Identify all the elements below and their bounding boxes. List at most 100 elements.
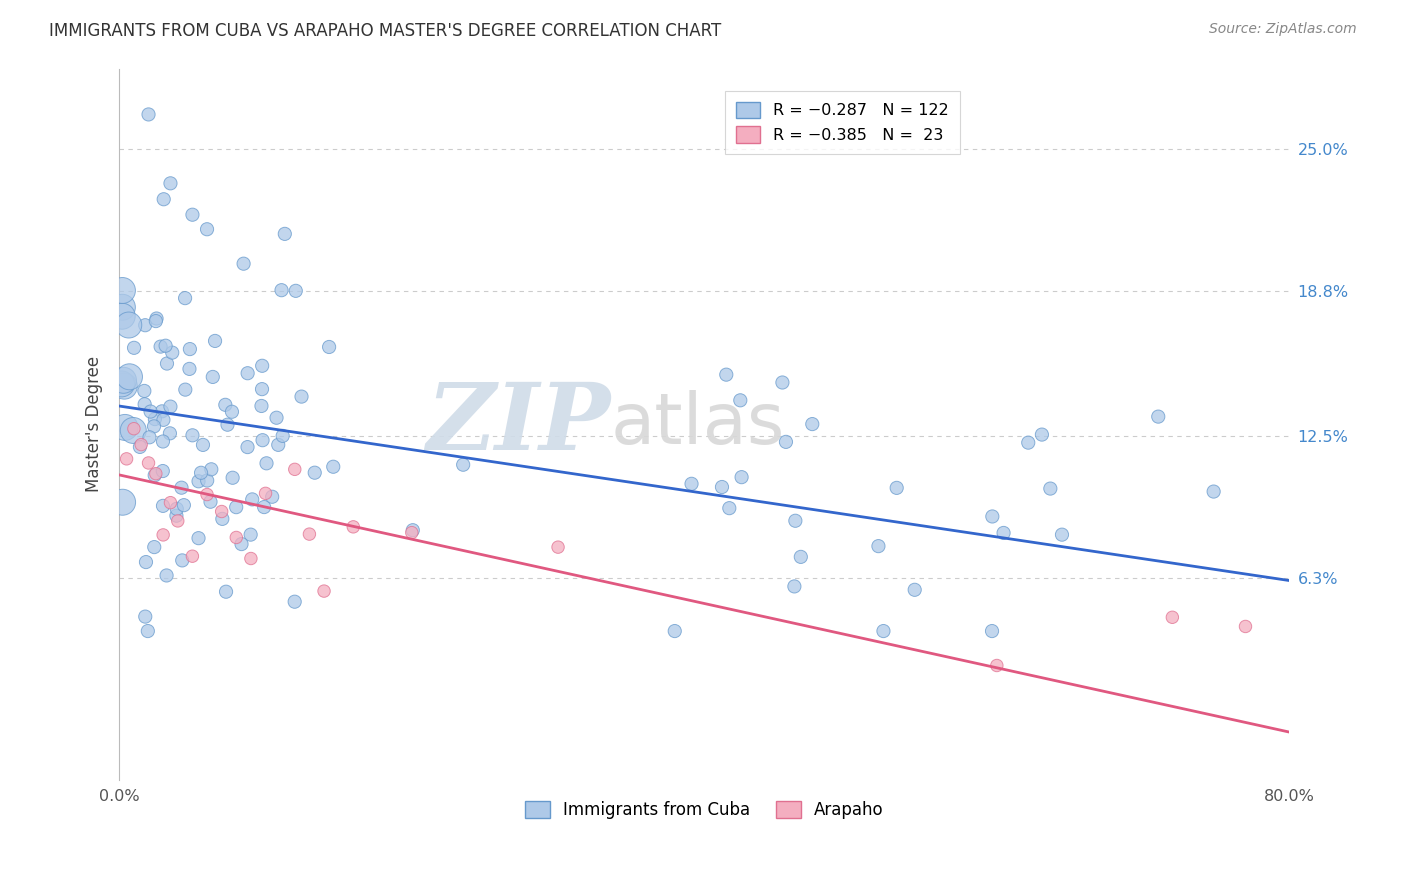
Point [401,525,423,540]
Point [250,359,273,373]
Point [114,420,136,434]
Point [159,496,181,510]
Point [155,339,177,353]
Point [187,531,209,545]
Point [118,369,141,384]
Point [122,424,145,438]
Point [143,412,166,426]
Point [145,311,167,326]
Point [730,470,752,484]
Text: ZIP: ZIP [426,379,610,469]
Point [201,370,224,384]
Point [122,341,145,355]
Point [170,481,193,495]
Point [134,384,156,398]
Point [298,527,321,541]
Point [111,495,134,509]
Point [181,428,204,442]
Point [267,438,290,452]
Point [190,466,212,480]
Point [134,609,156,624]
Point [174,291,197,305]
Point [215,584,238,599]
Point [152,464,174,478]
Point [138,107,160,121]
Point [122,422,145,436]
Point [981,509,1004,524]
Point [179,362,201,376]
Text: atlas: atlas [610,390,785,458]
Point [239,551,262,566]
Point [664,624,686,638]
Point [904,582,927,597]
Point [239,527,262,541]
Point [785,514,807,528]
Point [135,555,157,569]
Point [152,499,174,513]
Point [271,429,294,443]
Text: IMMIGRANTS FROM CUBA VS ARAPAHO MASTER'S DEGREE CORRELATION CHART: IMMIGRANTS FROM CUBA VS ARAPAHO MASTER'S… [49,22,721,40]
Point [152,528,174,542]
Point [214,398,236,412]
Point [1202,484,1225,499]
Point [143,468,166,483]
Point [986,658,1008,673]
Point [115,451,138,466]
Point [152,192,174,206]
Point [181,549,204,564]
Point [179,342,201,356]
Point [312,584,335,599]
Point [112,373,135,387]
Point [1050,527,1073,541]
Point [322,459,344,474]
Point [253,500,276,514]
Point [290,390,312,404]
Point [342,520,364,534]
Point [710,480,733,494]
Point [200,462,222,476]
Point [112,379,135,393]
Point [1161,610,1184,624]
Point [266,410,288,425]
Point [200,494,222,508]
Point [730,393,752,408]
Point [236,440,259,454]
Point [274,227,297,241]
Point [138,430,160,444]
Point [111,300,134,314]
Point [159,177,181,191]
Point [783,579,806,593]
Point [236,366,259,380]
Point [110,376,132,391]
Point [166,514,188,528]
Point [1234,619,1257,633]
Point [231,537,253,551]
Point [221,405,243,419]
Point [134,397,156,411]
Point [225,500,247,515]
Point [173,498,195,512]
Y-axis label: Master's Degree: Master's Degree [86,356,103,492]
Point [790,549,813,564]
Point [143,419,166,434]
Point [284,284,307,298]
Point [211,504,233,518]
Point [174,383,197,397]
Point [402,523,425,537]
Point [155,568,177,582]
Point [981,624,1004,638]
Point [270,283,292,297]
Text: Source: ZipAtlas.com: Source: ZipAtlas.com [1209,22,1357,37]
Point [217,417,239,432]
Point [111,284,134,298]
Point [225,531,247,545]
Point [284,595,307,609]
Point [181,208,204,222]
Point [318,340,340,354]
Point [145,467,167,481]
Point [134,318,156,333]
Point [195,474,218,488]
Point [262,490,284,504]
Point [138,456,160,470]
Point [770,376,793,390]
